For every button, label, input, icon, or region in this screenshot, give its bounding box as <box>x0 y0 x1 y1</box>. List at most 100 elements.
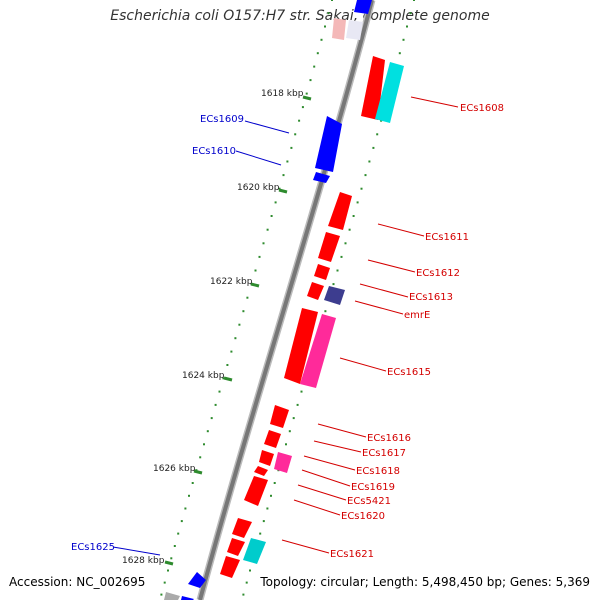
dot-inner-track <box>199 456 202 459</box>
gene-label-ecs1619[interactable]: ECs1619 <box>351 482 395 493</box>
dot-outer-track <box>288 430 291 433</box>
dot-outer-track <box>242 593 245 596</box>
dot-inner-track <box>218 390 221 393</box>
dot-inner-track <box>242 310 245 313</box>
dot-inner-track <box>226 364 229 366</box>
gene-ecs1612-red[interactable] <box>318 232 340 262</box>
dot-outer-track <box>368 160 371 163</box>
dot-inner-track <box>274 201 277 204</box>
dot-outer-track <box>409 12 412 15</box>
gene-label-ecs1617[interactable]: ECs1617 <box>362 448 406 459</box>
gene-ecs1621-cyan[interactable] <box>243 538 266 564</box>
accession-text: Accession: NC_002695 <box>9 575 146 589</box>
gene-bottom-red[interactable] <box>220 556 240 578</box>
gene-bottom-blue[interactable] <box>181 596 194 600</box>
gene-ecs1618-red[interactable] <box>259 450 274 466</box>
map-title: Escherichia coli O157:H7 str. Sakai, com… <box>110 8 490 24</box>
dot-inner-track <box>266 228 269 231</box>
dot-inner-track <box>290 146 293 149</box>
dot-outer-track <box>336 269 339 272</box>
dot-outer-track <box>324 310 327 313</box>
dot-inner-track <box>254 269 257 272</box>
dot-inner-track <box>262 242 265 245</box>
gene-partial-top-blue[interactable] <box>354 0 372 14</box>
gene-ecs1611-red[interactable] <box>328 192 352 230</box>
gene-ecs1617-red[interactable] <box>264 430 281 448</box>
gene-ecs1616-red[interactable] <box>270 405 289 428</box>
gene-partial-top-white[interactable] <box>346 20 363 40</box>
gene-ecs1618-pink[interactable] <box>274 452 292 473</box>
gene-label-ecs1612[interactable]: ECs1612 <box>416 268 460 279</box>
gene-ecs1609-blue[interactable] <box>315 116 342 172</box>
dot-inner-track <box>286 160 289 163</box>
dot-inner-track <box>210 417 213 420</box>
dot-outer-track <box>332 283 335 286</box>
label-leaders <box>112 96 459 556</box>
dot-outer-track <box>270 494 272 497</box>
gene-label-ecs1620[interactable]: ECs1620 <box>341 511 385 522</box>
gene-ecs1620-red[interactable] <box>244 476 268 506</box>
gene-ecs1621-red[interactable] <box>232 518 252 538</box>
dot-outer-track <box>296 403 299 406</box>
dot-outer-track <box>259 532 262 535</box>
dot-inner-track <box>177 532 180 535</box>
gene-label-ecs1608[interactable]: ECs1608 <box>460 103 504 114</box>
gene-label-ecs1618[interactable]: ECs1618 <box>356 466 400 477</box>
scale-label-1624: 1624 kbp <box>182 371 225 381</box>
scale-label-1622: 1622 kbp <box>210 277 253 287</box>
scale-label-1620: 1620 kbp <box>237 183 280 193</box>
scale-label-1626: 1626 kbp <box>153 464 196 474</box>
gene-ecs1613-navy[interactable] <box>324 286 345 305</box>
gene-ecs1625-blue[interactable] <box>188 572 206 588</box>
gene-ecs1619-red[interactable] <box>254 466 268 476</box>
gene-label-ecs1616[interactable]: ECs1616 <box>367 433 411 444</box>
gene-label-ecs1613[interactable]: ECs1613 <box>409 292 453 303</box>
gene-bottom-gray[interactable] <box>164 592 180 600</box>
dot-outer-track <box>356 201 359 204</box>
dot-inner-track <box>324 25 326 28</box>
gene-partial-top-pink[interactable] <box>332 18 346 40</box>
dot-inner-track <box>170 557 173 560</box>
gene-ecs1621-red2[interactable] <box>227 538 245 556</box>
dot-inner-track <box>258 255 261 258</box>
dot-inner-track <box>167 569 169 572</box>
gene-ecs1613-red[interactable] <box>314 264 330 280</box>
gene-ecs1610-blue[interactable] <box>313 172 330 183</box>
scale-label-1628: 1628 kbp <box>122 556 165 566</box>
dot-inner-track <box>316 52 319 55</box>
gene-label-ecs1610[interactable]: ECs1610 <box>192 146 236 157</box>
genome-summary-text: Topology: circular; Length: 5,498,450 bp… <box>260 575 590 589</box>
gene-label-ecs5421[interactable]: ECs5421 <box>347 496 391 507</box>
gene-ecs1615-red[interactable] <box>284 308 318 384</box>
dot-inner-track <box>246 296 249 299</box>
dot-inner-track <box>234 337 237 340</box>
dot-outer-track <box>300 390 303 393</box>
dot-inner-track <box>222 377 225 380</box>
dot-outer-track <box>376 133 379 136</box>
dot-inner-track <box>327 12 330 15</box>
dot-inner-track <box>282 174 285 177</box>
gene-label-ecs1615[interactable]: ECs1615 <box>387 367 431 378</box>
gene-labels-left: ECs1609 ECs1610 ECs1625 <box>71 114 244 553</box>
dot-outer-track <box>348 228 351 231</box>
gene-label-ecs1611[interactable]: ECs1611 <box>425 232 469 243</box>
gene-label-ecs1621[interactable]: ECs1621 <box>330 549 374 560</box>
gene-label-ecs1625[interactable]: ECs1625 <box>71 542 115 553</box>
gene-label-emre[interactable]: emrE <box>404 310 430 321</box>
dot-inner-track <box>301 106 304 109</box>
dot-inner-track <box>191 482 194 484</box>
dot-inner-track <box>184 507 187 510</box>
dot-inner-track <box>305 92 308 95</box>
gene-ecs1608-cyan[interactable] <box>375 62 404 123</box>
dot-inner-track <box>270 215 273 217</box>
gene-ecs1615-pink[interactable] <box>300 314 336 388</box>
gene-label-ecs1609[interactable]: ECs1609 <box>200 114 244 125</box>
dot-inner-track <box>173 545 176 547</box>
gene-emre-red[interactable] <box>307 282 324 300</box>
dot-inner-track <box>309 79 312 82</box>
dot-outer-track <box>352 215 355 217</box>
dot-outer-track <box>292 417 295 420</box>
gene-features <box>164 0 404 600</box>
dot-inner-track <box>294 133 297 136</box>
